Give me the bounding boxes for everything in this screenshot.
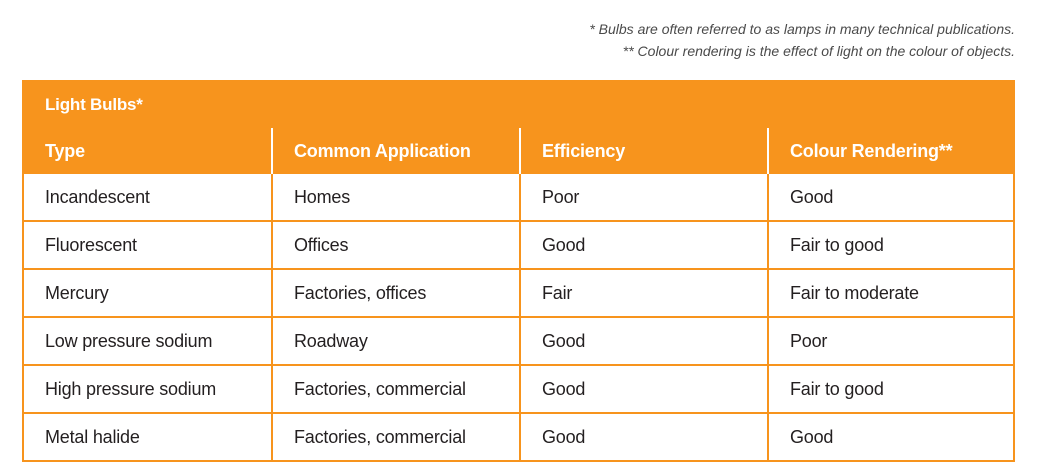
cell-type: High pressure sodium	[24, 364, 272, 413]
header-colour-rendering: Colour Rendering**	[767, 128, 1013, 174]
table-row: Low pressure sodium Roadway Good Poor	[24, 316, 1013, 365]
footnote-colour-rendering: ** Colour rendering is the effect of lig…	[622, 43, 1015, 59]
footnotes: * Bulbs are often referred to as lamps i…	[589, 18, 1015, 62]
cell-type: Incandescent	[45, 186, 150, 207]
header-efficiency: Efficiency	[519, 128, 768, 174]
cell-efficiency: Fair	[519, 268, 768, 317]
footnote-bulbs: * Bulbs are often referred to as lamps i…	[589, 21, 1015, 37]
table-row: Incandescent Homes Poor Good	[24, 174, 1013, 221]
cell-efficiency: Good	[519, 364, 768, 413]
cell-efficiency: Good	[519, 220, 768, 269]
cell-application: Factories, offices	[271, 268, 520, 317]
cell-efficiency: Good	[519, 412, 768, 460]
table-title: Light Bulbs*	[24, 82, 1013, 128]
light-bulbs-table: Light Bulbs* Type Common Application Eff…	[22, 80, 1015, 462]
header-row: Type Common Application Efficiency Colou…	[24, 128, 1013, 174]
table-row: Metal halide Factories, commercial Good …	[24, 412, 1013, 460]
header-common-application: Common Application	[271, 128, 520, 174]
cell-application: Factories, commercial	[271, 364, 520, 413]
cell-efficiency: Poor	[519, 174, 768, 221]
table-grid: Type Common Application Efficiency Colou…	[24, 128, 1013, 460]
cell-colour-rendering: Fair to good	[767, 364, 1013, 413]
cell-type: Fluorescent	[24, 220, 272, 269]
cell-type: Metal halide	[24, 412, 272, 460]
cell-application: Roadway	[271, 316, 520, 365]
cell-type: Low pressure sodium	[24, 316, 272, 365]
cell-application: Homes	[271, 174, 520, 221]
header-type: Type	[24, 128, 272, 174]
table-row: High pressure sodium Factories, commerci…	[24, 364, 1013, 413]
cell-application: Offices	[271, 220, 520, 269]
cell-colour-rendering: Poor	[767, 316, 1013, 365]
cell-application: Factories, commercial	[271, 412, 520, 460]
cell-colour-rendering: Good	[767, 412, 1013, 460]
cell-type: Mercury	[24, 268, 272, 317]
table-row: Mercury Factories, offices Fair Fair to …	[24, 268, 1013, 317]
cell-efficiency: Good	[519, 316, 768, 365]
cell-colour-rendering: Fair to good	[767, 220, 1013, 269]
cell-colour-rendering: Fair to moderate	[767, 268, 1013, 317]
cell-colour-rendering: Good	[767, 174, 1013, 221]
table-row: Fluorescent Offices Good Fair to good	[24, 220, 1013, 269]
